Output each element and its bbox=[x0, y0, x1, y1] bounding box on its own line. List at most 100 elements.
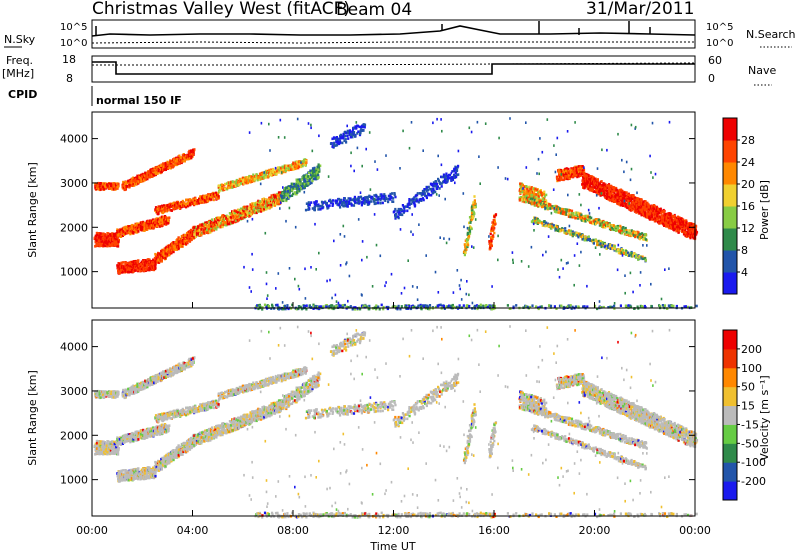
echo-cell bbox=[176, 157, 179, 161]
echo-cell bbox=[120, 269, 123, 272]
echo-cell bbox=[105, 238, 108, 241]
echo-cell bbox=[347, 137, 350, 140]
echo-cell bbox=[231, 180, 234, 183]
echo-cell bbox=[108, 239, 111, 243]
echo-cell bbox=[159, 219, 162, 222]
echo-cell bbox=[136, 264, 139, 267]
echo-cell bbox=[139, 263, 142, 266]
nsearch-tick-low: 10^0 bbox=[706, 38, 733, 49]
echo-cell bbox=[126, 261, 129, 265]
echo-cell bbox=[434, 190, 437, 194]
echo-cell bbox=[155, 221, 158, 225]
echo-cell bbox=[122, 261, 125, 264]
echo-cell bbox=[549, 207, 552, 210]
echo-cell bbox=[621, 249, 624, 252]
echo-cell bbox=[120, 263, 123, 266]
echo-cell bbox=[120, 229, 123, 232]
echo-cell bbox=[127, 182, 130, 185]
echo-cell bbox=[364, 196, 367, 199]
echo-cell bbox=[250, 213, 253, 216]
echo-cell bbox=[191, 149, 194, 152]
echo-cell bbox=[154, 262, 157, 265]
echo-cell bbox=[586, 238, 590, 241]
echo-cell bbox=[628, 229, 631, 232]
echo-cell bbox=[137, 222, 140, 226]
echo-cell bbox=[188, 149, 191, 153]
echo-cell bbox=[625, 230, 628, 234]
echo-cell bbox=[403, 209, 406, 213]
echo-cell bbox=[123, 226, 126, 229]
echo-cell bbox=[192, 151, 195, 154]
echo-cell bbox=[140, 222, 143, 225]
echo-cell bbox=[468, 216, 472, 219]
echo-cell bbox=[133, 262, 136, 266]
echo-cell bbox=[253, 178, 256, 181]
echo-cell bbox=[455, 169, 459, 173]
echo-cell bbox=[143, 178, 146, 181]
echo-cell bbox=[317, 166, 320, 169]
echo-cell bbox=[136, 261, 139, 265]
echo-cell bbox=[221, 183, 224, 187]
echo-cell bbox=[543, 190, 546, 194]
echo-cell bbox=[344, 134, 347, 138]
echo-cell bbox=[319, 205, 322, 208]
echo-cell bbox=[108, 187, 111, 190]
echo-cell bbox=[152, 226, 156, 229]
echo-cell bbox=[110, 244, 113, 247]
echo-cell bbox=[95, 231, 98, 235]
beam-label: Beam 04 bbox=[336, 0, 412, 20]
echo-cell bbox=[116, 228, 119, 231]
echo-cell bbox=[170, 209, 173, 212]
echo-cell bbox=[123, 233, 126, 236]
echo-cell bbox=[96, 233, 99, 237]
echo-cell bbox=[148, 226, 151, 230]
echo-cell bbox=[246, 181, 249, 185]
echo-cell bbox=[132, 270, 135, 273]
echo-cell bbox=[128, 225, 131, 228]
cpid-label: CPID bbox=[8, 88, 37, 101]
echo-cell bbox=[465, 248, 468, 251]
echo-cell bbox=[569, 229, 572, 233]
echo-cell bbox=[391, 192, 394, 195]
echo-cell bbox=[524, 200, 528, 204]
echo-cell bbox=[145, 222, 148, 225]
echo-cell bbox=[328, 204, 331, 207]
echo-cell bbox=[107, 232, 110, 235]
echo-cell bbox=[521, 198, 524, 201]
echo-cell bbox=[186, 154, 189, 158]
echo-cell bbox=[97, 186, 100, 190]
echo-cell bbox=[124, 182, 127, 186]
echo-cell bbox=[112, 244, 115, 247]
echo-cell bbox=[165, 161, 168, 165]
echo-cell bbox=[118, 230, 121, 233]
echo-cell bbox=[360, 203, 363, 207]
echo-cell bbox=[335, 143, 339, 147]
echo-cell bbox=[414, 204, 417, 207]
echo-cell bbox=[96, 244, 99, 247]
echo-cell bbox=[353, 195, 356, 199]
echo-cell bbox=[162, 165, 165, 168]
echo-cell bbox=[381, 201, 384, 205]
echo-cell bbox=[440, 185, 443, 188]
echo-cell bbox=[147, 220, 150, 223]
echo-cell bbox=[109, 233, 112, 236]
echo-cell bbox=[103, 242, 106, 246]
echo-cell bbox=[346, 205, 349, 208]
echo-cell bbox=[159, 222, 162, 225]
echo-cell bbox=[161, 163, 164, 167]
echo-cell bbox=[635, 231, 638, 235]
echo-cell bbox=[138, 176, 141, 179]
echo-cell bbox=[325, 201, 328, 205]
echo-cell bbox=[457, 164, 460, 168]
echo-cell bbox=[260, 173, 263, 176]
echo-cell bbox=[362, 123, 365, 126]
echo-cell bbox=[346, 134, 349, 138]
echo-cell bbox=[427, 185, 430, 189]
echo-cell bbox=[111, 183, 115, 187]
echo-cell bbox=[135, 227, 138, 231]
echo-cell bbox=[141, 265, 144, 269]
echo-cell bbox=[156, 224, 159, 228]
echo-cell bbox=[132, 227, 136, 230]
echo-cell bbox=[587, 235, 590, 238]
